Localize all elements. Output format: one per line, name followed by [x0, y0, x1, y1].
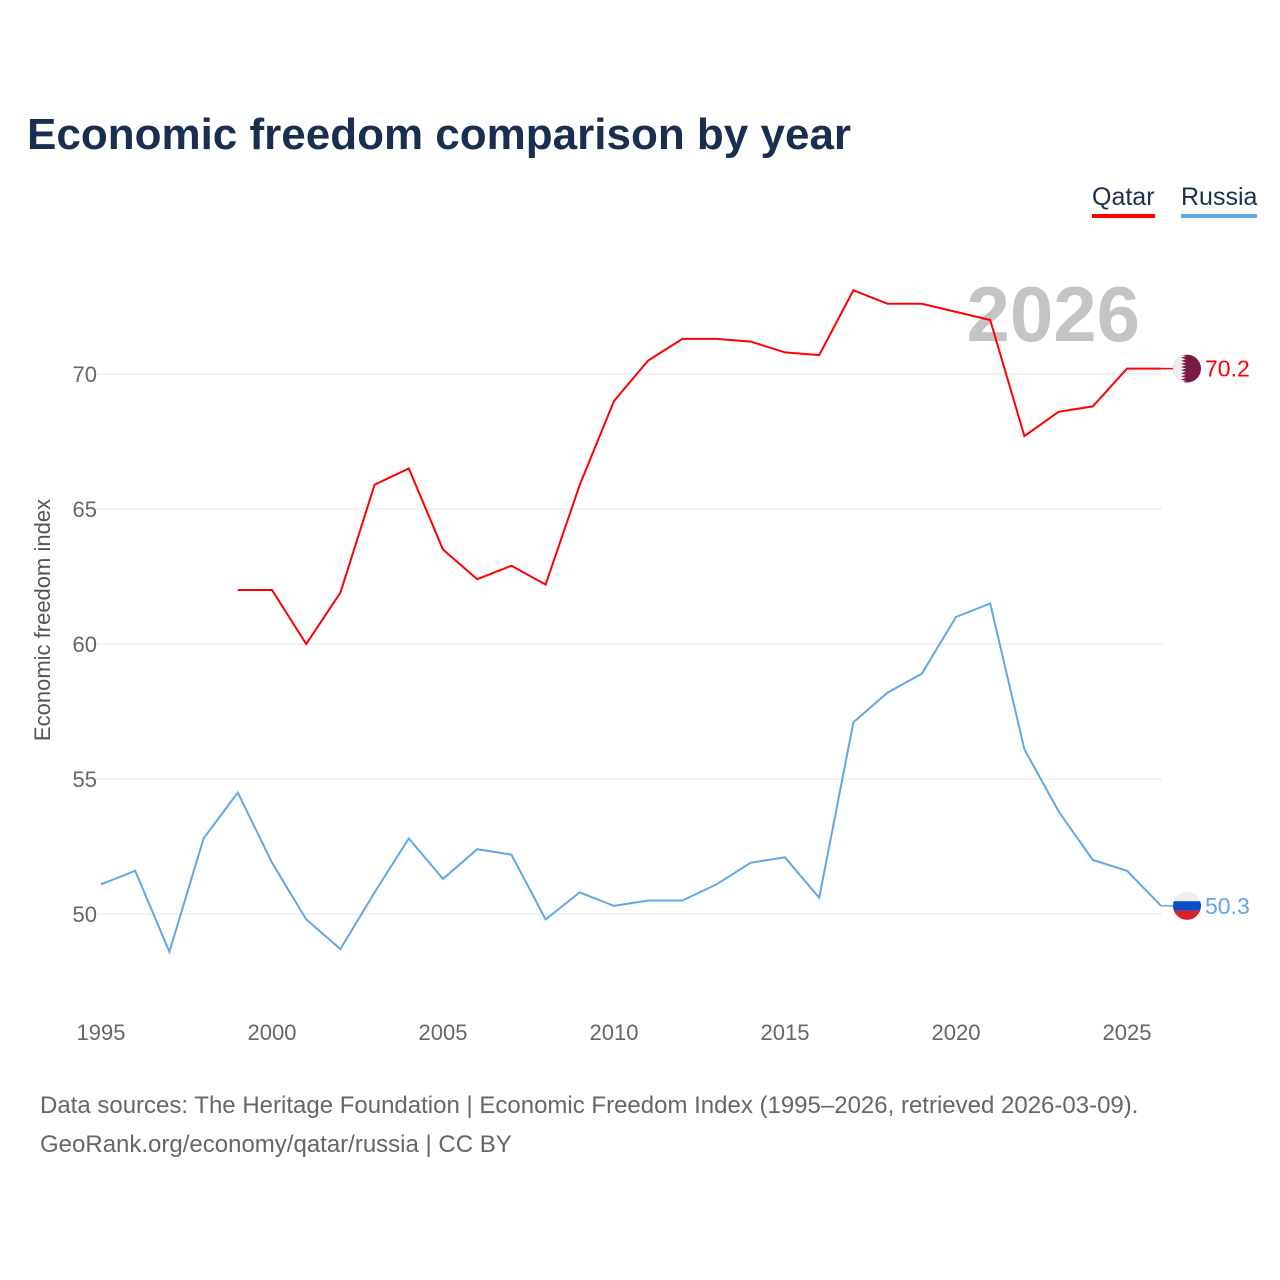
year-watermark: 2026: [966, 270, 1140, 358]
x-tick-2025: 2025: [1103, 1020, 1152, 1045]
x-tick-2015: 2015: [761, 1020, 810, 1045]
legend-russia[interactable]: Russia: [1181, 183, 1258, 218]
source-line-1: Data sources: The Heritage Foundation | …: [40, 1092, 1139, 1119]
end-label-russia: 50.3: [1205, 893, 1250, 919]
end-label-qatar: 70.2: [1205, 356, 1250, 382]
y-axis-label: Economic freedom index: [30, 499, 55, 741]
y-tick-50: 50: [73, 902, 97, 927]
series-line-russia: [100, 602, 1162, 955]
source-line-2[interactable]: GeoRank.org/economy/qatar/russia | CC BY: [40, 1131, 512, 1158]
y-tick-65: 65: [73, 497, 97, 522]
x-tick-1995: 1995: [77, 1020, 126, 1045]
x-tick-2020: 2020: [932, 1020, 981, 1045]
y-tick-60: 60: [73, 632, 97, 657]
y-tick-70: 70: [73, 362, 97, 387]
russia-flag-icon: [1173, 891, 1201, 920]
y-tick-55: 55: [73, 767, 97, 792]
x-tick-2005: 2005: [419, 1020, 468, 1045]
qatar-flag-icon: [1173, 354, 1201, 383]
source-note: Data sources: The Heritage Foundation | …: [40, 1086, 1138, 1164]
legend-qatar[interactable]: Qatar: [1092, 183, 1155, 218]
x-tick-2000: 2000: [248, 1020, 297, 1045]
series-line-qatar: [237, 289, 1162, 646]
chart-title: Economic freedom comparison by year: [27, 110, 852, 159]
x-tick-2010: 2010: [590, 1020, 639, 1045]
